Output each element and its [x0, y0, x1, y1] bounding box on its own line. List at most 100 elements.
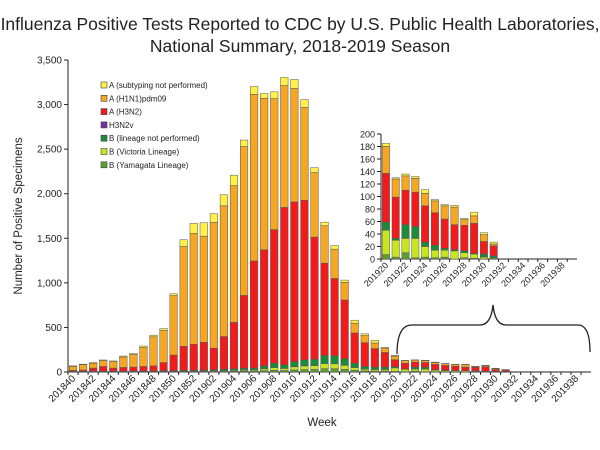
bar-segment	[391, 196, 400, 239]
bar-segment	[300, 99, 309, 108]
bar-segment	[360, 333, 369, 336]
bar-segment	[89, 367, 98, 372]
legend-label: A (H3N2)	[109, 108, 142, 117]
bar-segment	[109, 361, 118, 369]
bar-segment	[310, 369, 319, 373]
legend-label: B (Victoria Lineage)	[109, 148, 179, 157]
legend-swatch	[100, 108, 108, 115]
bar-segment	[421, 362, 430, 368]
bar-segment	[199, 222, 208, 237]
y-tick-label: 180	[360, 142, 375, 152]
bar-segment	[219, 194, 228, 207]
bar-segment	[460, 225, 469, 252]
bar-segment	[320, 221, 329, 226]
y-tick-label: 1,000	[37, 278, 62, 289]
bar-segment	[350, 367, 359, 371]
bar-segment	[380, 366, 389, 370]
bar-segment	[350, 322, 359, 334]
bar-segment	[401, 238, 410, 253]
legend-swatch	[100, 121, 108, 129]
chart-title: Influenza Positive Tests Reported to CDC…	[1, 14, 600, 34]
bar-segment	[411, 359, 420, 363]
bar-segment	[489, 255, 498, 258]
bar-segment	[479, 253, 488, 258]
bar-segment	[460, 252, 469, 258]
bar-segment	[89, 362, 98, 364]
bar-segment	[430, 250, 439, 258]
bar-segment	[320, 355, 329, 364]
bar-segment	[229, 322, 239, 370]
bar-segment	[189, 344, 198, 371]
bar-segment	[159, 362, 168, 371]
bar-segment	[370, 340, 379, 344]
y-tick-label: 0	[370, 255, 375, 265]
bar-segment	[381, 143, 390, 147]
bar-segment	[310, 167, 319, 173]
bar-segment	[129, 366, 138, 372]
bar-segment	[109, 367, 118, 372]
bar-segment	[440, 256, 449, 260]
bar-segment	[421, 189, 430, 194]
bar-segment	[430, 200, 439, 213]
bar-segment	[350, 332, 359, 364]
bar-segment	[179, 239, 188, 247]
y-tick-label: 120	[360, 180, 375, 190]
inset-bracket	[396, 304, 591, 355]
y-tick-label: 160	[360, 155, 375, 165]
bar-segment	[421, 205, 430, 243]
chart-subtitle: National Summary, 2018-2019 Season	[150, 36, 450, 56]
bar-segment	[411, 361, 420, 368]
bar-segment	[300, 369, 309, 373]
bar-segment	[421, 193, 430, 207]
bar-segment	[440, 250, 449, 258]
bar-segment	[320, 363, 329, 369]
bar-segment	[451, 366, 460, 371]
bar-segment	[470, 211, 479, 217]
bar-segment	[489, 241, 498, 245]
bar-segment	[300, 200, 309, 361]
bar-segment	[199, 235, 208, 343]
bar-segment	[79, 363, 88, 365]
bar-segment	[360, 342, 369, 367]
bar-segment	[99, 359, 108, 361]
bar-segment	[189, 233, 198, 345]
bar-segment	[470, 223, 479, 254]
bar-segment	[280, 85, 289, 208]
bar-segment	[381, 173, 390, 223]
bar-segment	[390, 367, 399, 372]
legend-label: B (Yamagata Lineage)	[109, 161, 189, 170]
bar-segment	[391, 177, 400, 180]
bar-segment	[149, 334, 158, 338]
bar-segment	[421, 246, 430, 258]
bar-segment	[330, 278, 339, 356]
bar-segment	[421, 367, 430, 370]
bar-segment	[440, 205, 449, 220]
bar-segment	[381, 146, 390, 174]
bar-segment	[280, 364, 289, 369]
bar-segment	[381, 221, 390, 231]
bar-segment	[209, 222, 218, 349]
bar-segment	[401, 173, 410, 177]
bar-segment	[440, 218, 449, 249]
bar-segment	[460, 250, 469, 253]
bar-segment	[149, 365, 158, 372]
y-tick-label: 60	[365, 217, 375, 227]
bar-segment	[290, 361, 299, 368]
y-tick-label: 40	[365, 230, 375, 240]
bar-segment	[400, 362, 410, 370]
bar-segment	[450, 250, 459, 260]
bar-segment	[330, 248, 339, 279]
bar-segment	[421, 241, 430, 247]
bar-segment	[270, 369, 279, 373]
y-tick-label: 500	[45, 323, 62, 334]
bar-segment	[219, 205, 228, 337]
bar-segment	[79, 364, 88, 371]
bar-segment	[401, 252, 410, 260]
legend-swatch	[100, 81, 108, 89]
bar-segment	[270, 229, 279, 364]
y-tick-label: 3,000	[37, 100, 62, 111]
bar-segment	[139, 347, 148, 367]
bar-segment	[119, 367, 128, 372]
bar-segment	[320, 225, 329, 264]
